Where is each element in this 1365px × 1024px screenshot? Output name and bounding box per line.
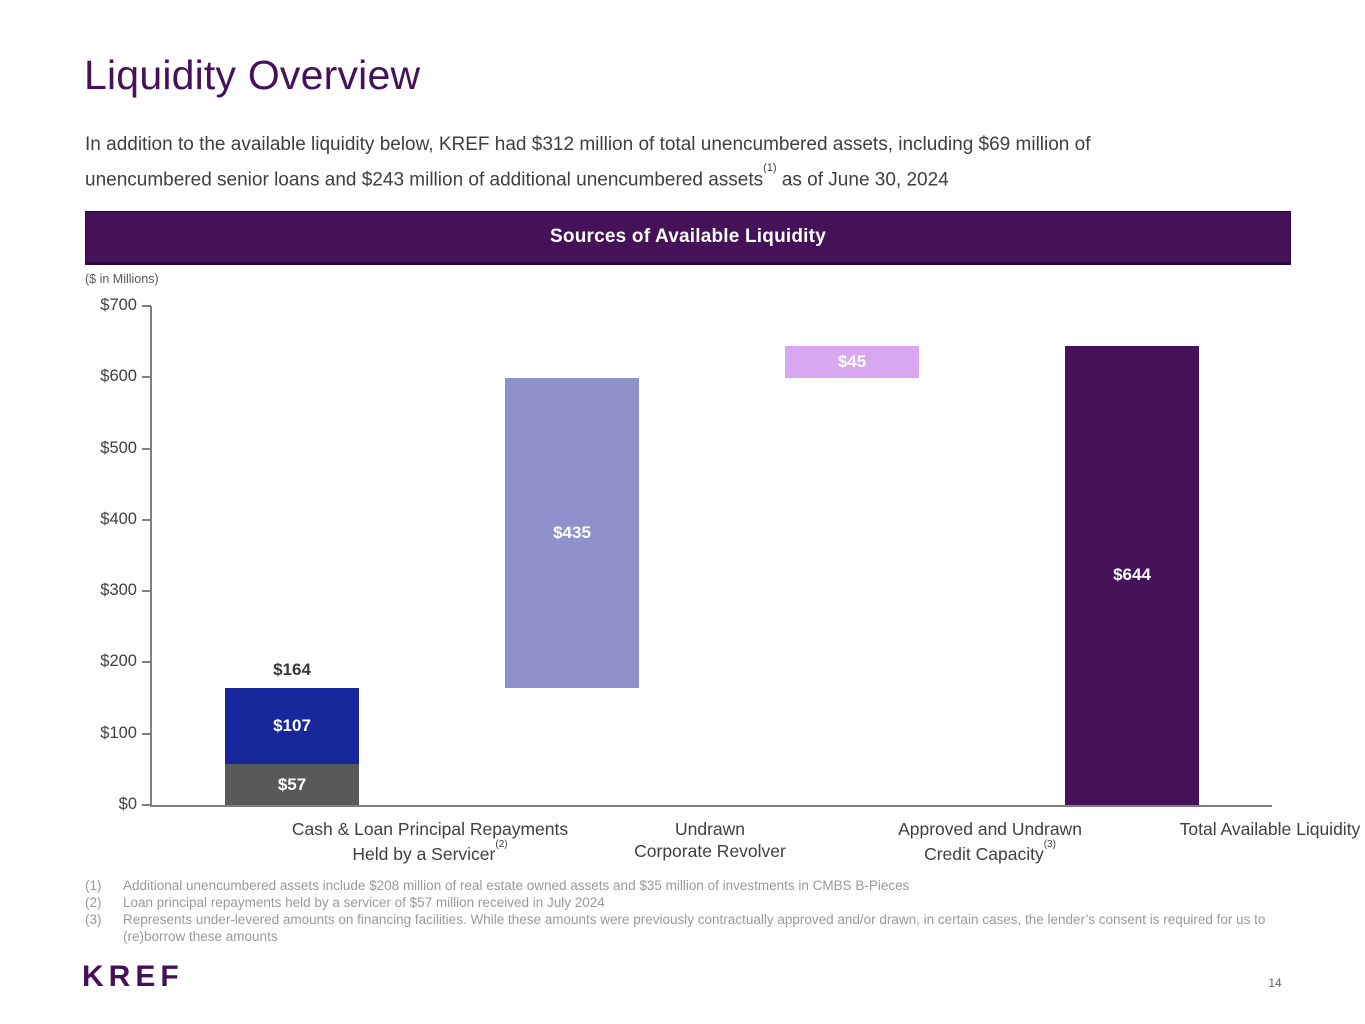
y-tick-label: $700 [100,296,137,314]
y-tick-label: $100 [100,723,137,742]
y-tick-mark [142,661,151,664]
y-tick-label: $600 [100,367,137,386]
footnote-3: (3) Represents under-levered amounts on … [85,911,1283,945]
y-tick-mark [142,590,151,593]
category-label-servicer: Cash & Loan Principal Repayments Held by… [280,818,580,865]
bar-segment-label: $57 [277,774,307,794]
footnote-text: Loan principal repayments held by a serv… [123,895,605,910]
y-tick-label: $300 [100,581,137,600]
intro-text-date: as of June 30, 2024 [776,169,949,191]
category-label-revolver: Undrawn Corporate Revolver [560,818,860,862]
footnote-ref-1: (1) [763,162,777,174]
footnote-number: (2) [85,895,102,910]
footnote-2: (2) Loan principal repayments held by a … [85,894,1283,911]
bar-segment: $45 [785,345,919,378]
intro-text: In addition to the available liquidity b… [85,134,1091,191]
bar-segment-label: $45 [837,351,867,371]
category-line: Held by a Servicer(2) [352,839,508,864]
category-line: Corporate Revolver [634,841,786,861]
footnote-text: Represents under-levered amounts on fina… [123,912,1266,944]
category-line: Approved and Undrawn [898,819,1082,839]
page-title: Liquidity Overview [84,52,421,98]
bar-segment: $644 [1065,345,1199,805]
footnote-ref-2: (2) [495,839,508,850]
footnotes: (1) Additional unencumbered assets inclu… [85,877,1283,945]
y-tick-label: $400 [100,509,137,528]
bar-segment-label: $435 [553,523,591,543]
y-tick-mark [142,732,151,735]
footnote-text: Additional unencumbered assets include $… [123,878,910,893]
footnote-ref-3: (3) [1043,839,1056,850]
chart-title-bar: Sources of Available Liquidity [85,211,1291,265]
category-label-credit-capacity: Approved and Undrawn Credit Capacity(3) [840,818,1140,865]
kref-logo: KREF [82,960,184,993]
units-note: ($ in Millions) [85,272,159,286]
bar-segment: $57 [225,764,359,805]
y-tick-mark [142,518,151,521]
bar-segment: $435 [505,378,639,689]
bar-segment-label: $107 [273,716,311,736]
y-tick-mark [142,376,151,379]
bar-total-label: $164 [273,660,311,680]
y-tick-mark [142,305,151,307]
chart-plot-area: $57 $107 $164 $435 $45 $644 [150,306,1272,807]
y-tick-label: $0 [118,795,137,813]
category-label-total: Total Available Liquidity [1120,818,1365,840]
category-line: Credit Capacity(3) [924,839,1056,864]
y-tick-label: $200 [100,652,137,671]
footnote-number: (1) [85,878,102,893]
bar-segment-label: $644 [1113,565,1151,585]
chart-title: Sources of Available Liquidity [550,226,826,247]
y-tick-mark [142,447,151,450]
bar-segment: $107 [225,688,359,765]
footnote-number: (3) [85,912,102,927]
category-line: Cash & Loan Principal Repayments [291,819,569,839]
page-number: 14 [1268,976,1282,990]
footnote-1: (1) Additional unencumbered assets inclu… [85,877,1283,894]
category-line: Undrawn [674,819,746,839]
y-tick-label: $500 [100,438,137,457]
category-line: Total Available Liquidity [1179,819,1361,839]
y-tick-mark [142,804,151,806]
intro-paragraph: In addition to the available liquidity b… [85,130,1220,195]
